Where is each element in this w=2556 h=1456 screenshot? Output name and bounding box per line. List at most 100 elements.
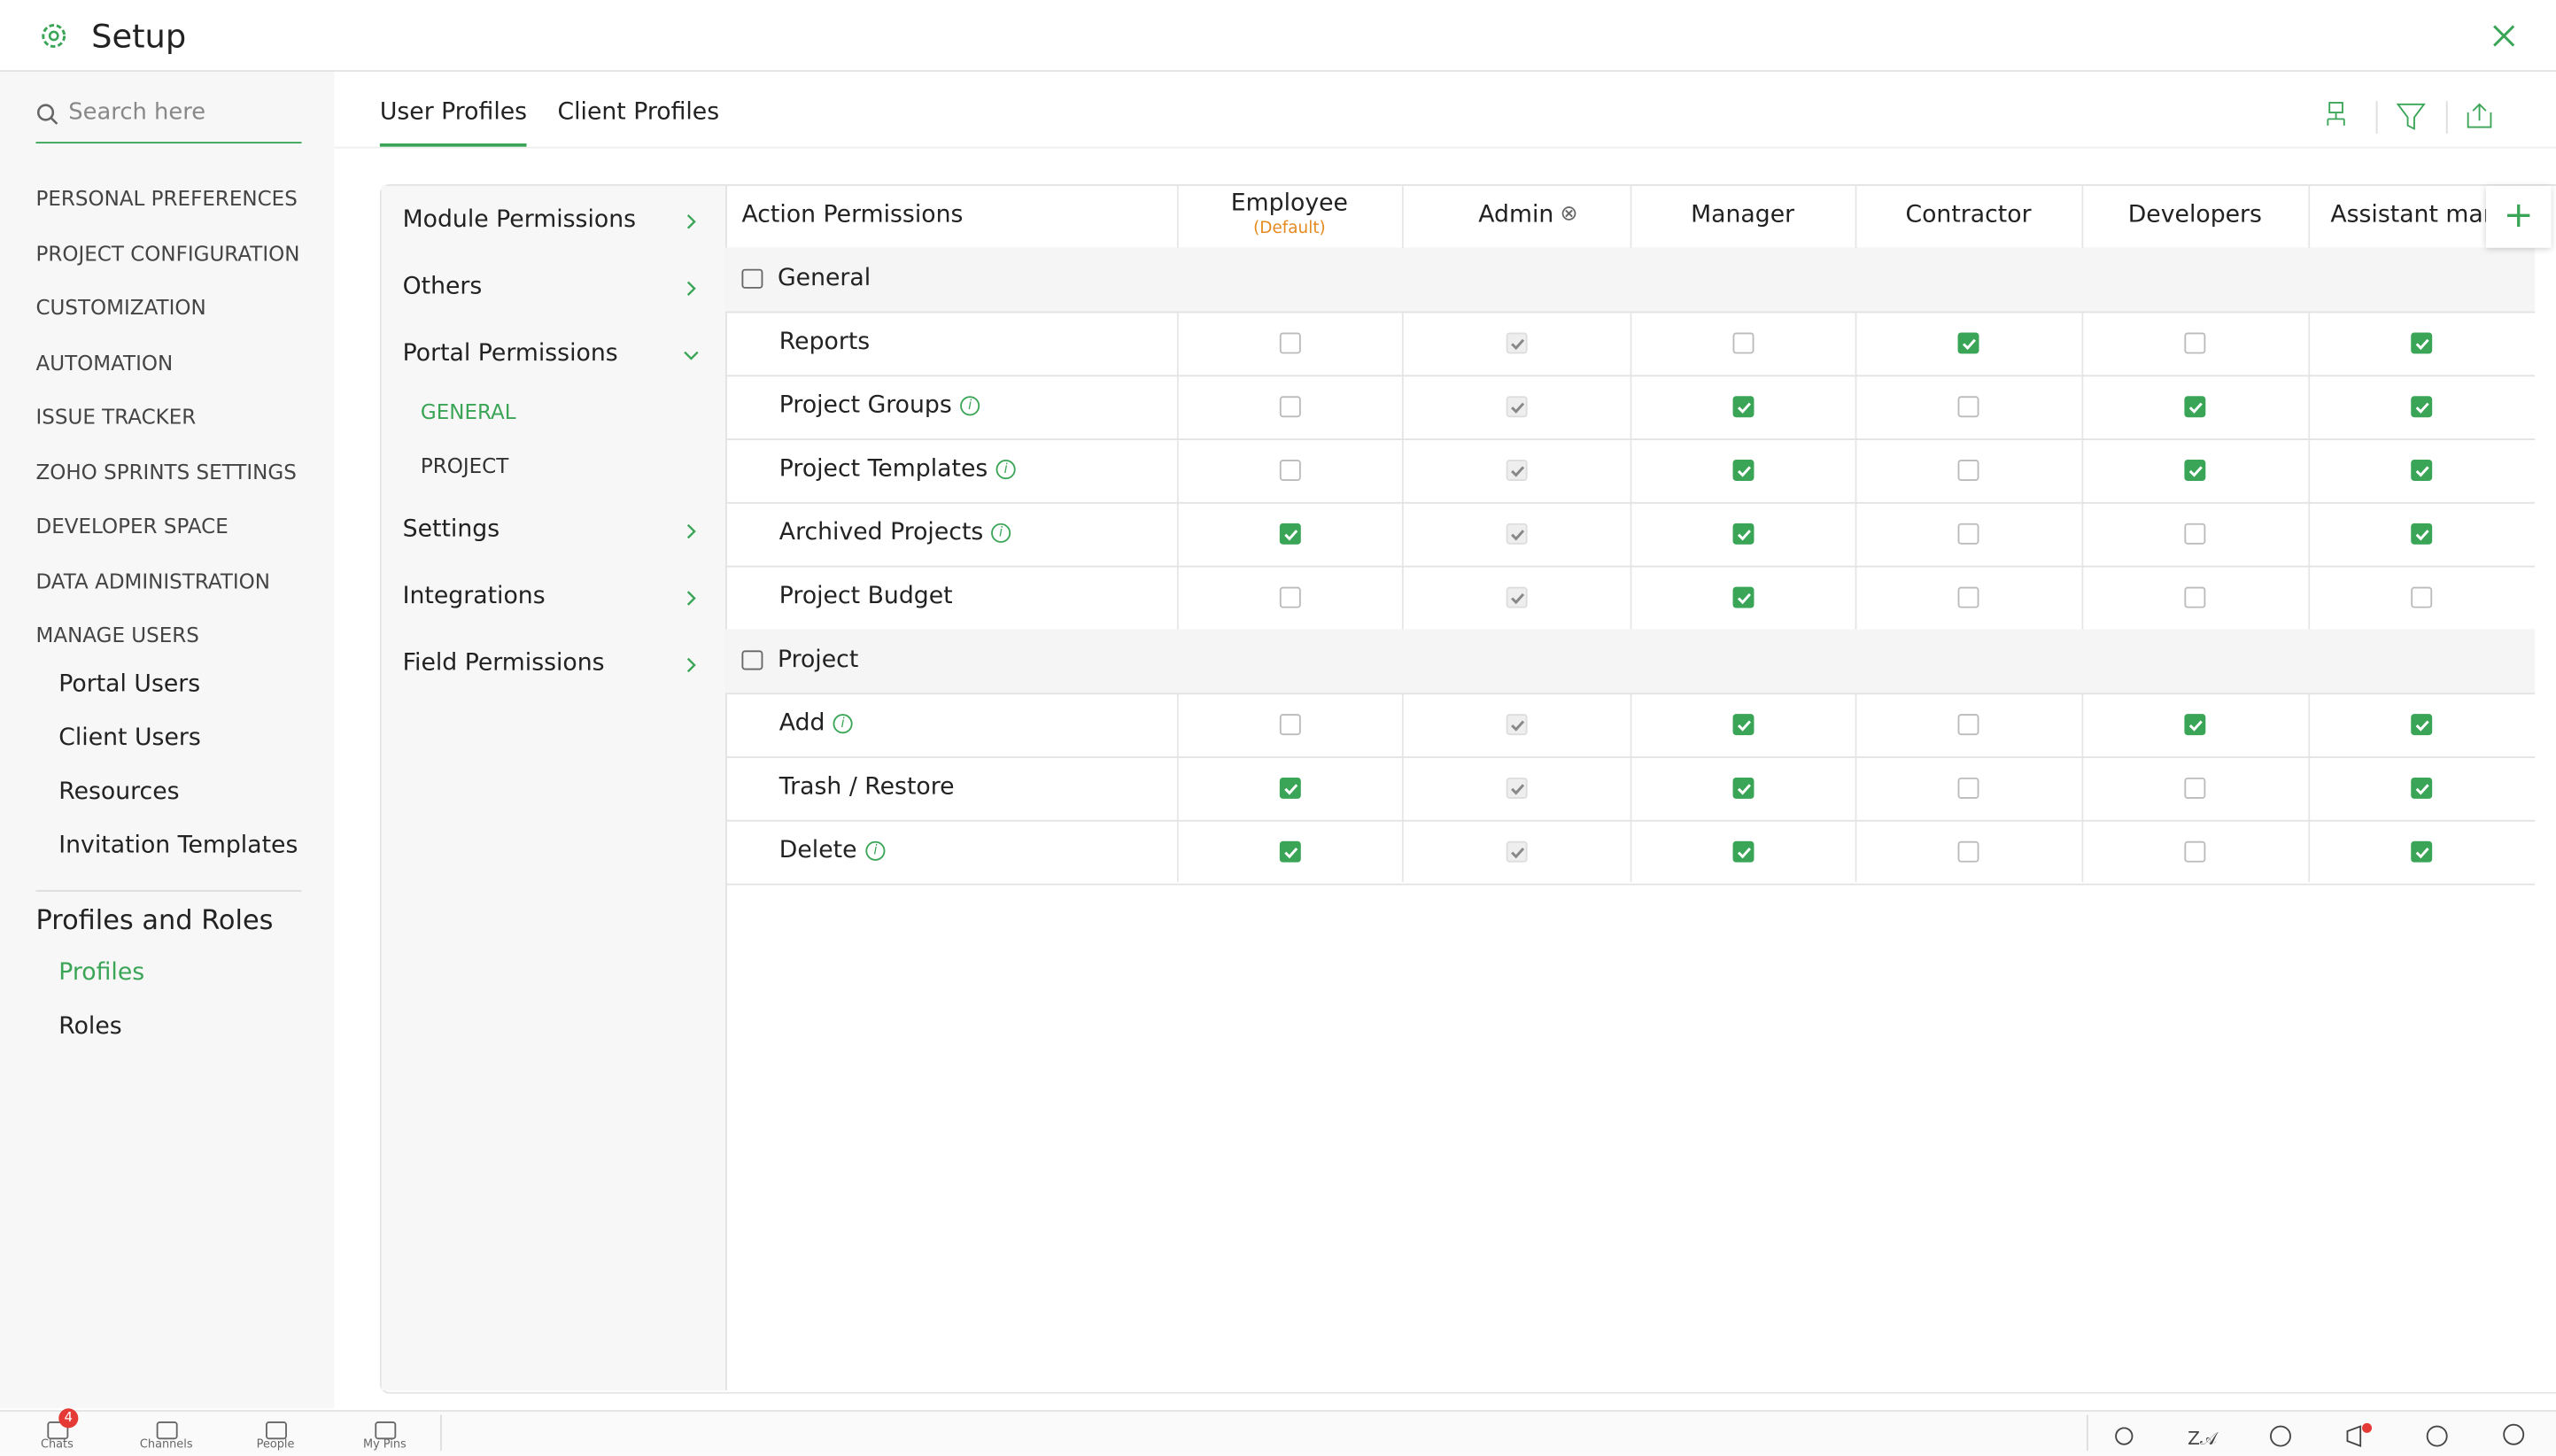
row-line [725,375,2535,376]
checkbox [1506,523,1527,545]
status-icons[interactable]: Z𝒜 [2103,1418,2543,1451]
header [0,0,2556,72]
sidebar-section[interactable]: CUSTOMIZATION [35,295,205,320]
checkbox[interactable] [2411,332,2432,353]
checkbox[interactable] [1732,587,1754,608]
checkbox[interactable] [2411,587,2432,608]
group-name: General [778,266,871,291]
subnav-item[interactable]: Portal Permissions [403,341,618,367]
checkbox [1506,841,1527,863]
sidebar-section[interactable]: PROJECT CONFIGURATION [35,240,299,265]
checkbox[interactable] [1958,523,1979,545]
checkbox[interactable] [2184,460,2205,481]
row-line [725,756,2535,758]
checkbox[interactable] [2411,460,2432,481]
checkbox[interactable] [1732,396,1754,417]
checkbox[interactable] [1732,778,1754,799]
checkbox[interactable] [1958,841,1979,863]
checkbox[interactable] [1958,587,1979,608]
dock-icon[interactable] [157,1421,178,1439]
checkbox[interactable] [1958,714,1979,735]
checkbox[interactable] [2411,778,2432,799]
checkbox[interactable] [1732,460,1754,481]
column-header: Contractor [1855,202,2082,228]
checkbox[interactable] [1958,778,1979,799]
checkbox[interactable] [2184,778,2205,799]
subnav-item[interactable]: Settings [403,516,500,542]
locked-icon: ⊗ [1560,202,1577,227]
checkbox[interactable] [1732,714,1754,735]
checkbox[interactable] [2411,523,2432,545]
sidebar-item[interactable]: Profiles [58,960,144,986]
checkbox[interactable] [1732,841,1754,863]
dock-divider [2087,1415,2088,1451]
checkbox[interactable] [1958,460,1979,481]
checkbox[interactable] [1279,523,1300,545]
checkbox[interactable] [2184,714,2205,735]
close-button[interactable] [2490,23,2516,49]
info-icon: i [865,841,885,861]
checkbox[interactable] [2184,396,2205,417]
sidebar-section[interactable]: DEVELOPER SPACE [35,514,228,538]
checkbox[interactable] [2184,587,2205,608]
checkbox[interactable] [1279,778,1300,799]
sidebar-item[interactable]: Client Users [58,725,201,751]
add-column-button[interactable]: + [2486,186,2552,248]
subnav-child[interactable]: PROJECT [421,453,508,478]
chevron [681,279,701,298]
dock-icon[interactable] [266,1421,287,1439]
checkbox[interactable] [2184,332,2205,353]
row-label: Project Templates [779,456,988,482]
dock-label: Chats [25,1437,90,1451]
subnav-item[interactable]: Module Permissions [403,207,636,233]
checkbox[interactable] [1732,523,1754,545]
checkbox[interactable] [1279,332,1300,353]
toolbar-icons[interactable] [2323,97,2502,136]
row-line [725,566,2535,568]
tab[interactable]: User Profiles [380,99,527,125]
row-line [725,438,2535,440]
checkbox [1506,396,1527,417]
group-icon [741,269,763,289]
chevron [681,345,701,365]
subnav-item[interactable]: Others [403,274,483,299]
sidebar-item[interactable]: Portal Users [58,671,200,697]
subnav-child[interactable]: GENERAL [421,399,516,424]
checkbox[interactable] [1958,332,1979,353]
sidebar-item[interactable]: Resources [58,779,179,805]
checkbox[interactable] [1279,460,1300,481]
sidebar-section[interactable]: AUTOMATION [35,350,173,375]
checkbox[interactable] [2411,841,2432,863]
tab-underline [380,143,527,147]
dock-icon[interactable] [375,1421,396,1439]
sidebar-section[interactable]: PERSONAL PREFERENCES [35,186,297,211]
sidebar-item[interactable]: Roles [58,1014,121,1040]
row-label: Trash / Restore [779,774,955,800]
checkbox[interactable] [1279,714,1300,735]
sidebar-section[interactable]: DATA ADMINISTRATION [35,568,269,592]
checkbox[interactable] [1279,841,1300,863]
checkbox[interactable] [1732,332,1754,353]
search-icon [35,103,58,126]
subnav-item[interactable]: Integrations [403,584,546,609]
checkbox[interactable] [2184,523,2205,545]
info-icon: i [833,714,853,733]
row-label: Delete [779,838,857,864]
checkbox[interactable] [2184,841,2205,863]
search-input[interactable]: Search here [68,99,205,125]
column-header: Employee [1177,190,1402,216]
subnav-item[interactable]: Field Permissions [403,650,605,676]
group-icon [741,650,763,670]
sidebar-item[interactable]: Invitation Templates [58,833,298,859]
checkbox[interactable] [2411,714,2432,735]
checkbox[interactable] [2411,396,2432,417]
checkbox[interactable] [1958,396,1979,417]
row-line [725,820,2535,822]
checkbox[interactable] [1279,396,1300,417]
sidebar-section[interactable]: MANAGE USERS [35,623,198,647]
tab[interactable]: Client Profiles [557,99,719,125]
checkbox[interactable] [1279,587,1300,608]
sidebar-section[interactable]: ISSUE TRACKER [35,404,196,429]
checkbox [1506,778,1527,799]
sidebar-section[interactable]: ZOHO SPRINTS SETTINGS [35,459,296,484]
